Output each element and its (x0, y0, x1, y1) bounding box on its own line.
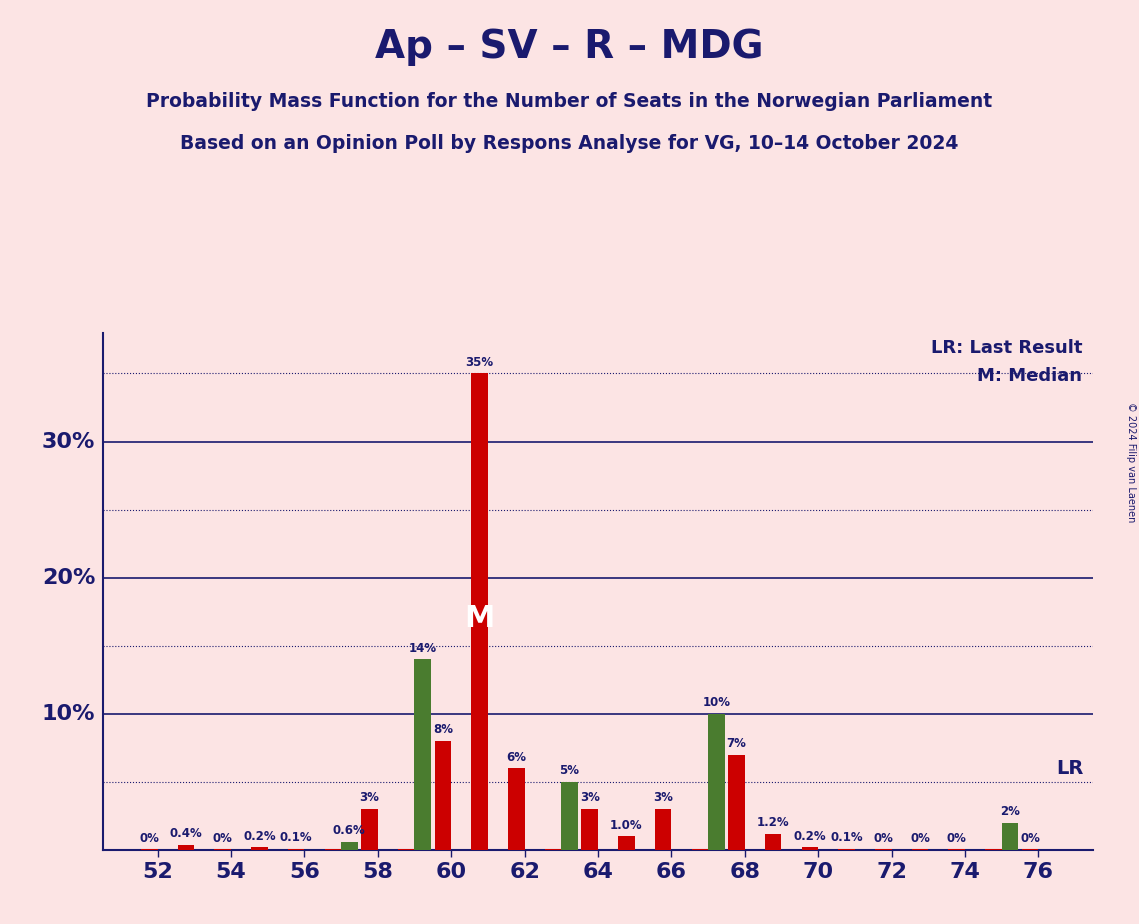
Text: 8%: 8% (433, 723, 453, 736)
Bar (415, 660, 431, 850)
Text: LR: LR (1057, 759, 1084, 778)
Text: Probability Mass Function for the Number of Seats in the Norwegian Parliament: Probability Mass Function for the Number… (147, 92, 992, 112)
Text: 0%: 0% (139, 833, 159, 845)
Bar (765, 833, 781, 850)
Text: 6%: 6% (507, 750, 526, 763)
Text: 0.6%: 0.6% (333, 824, 366, 837)
Bar (562, 782, 577, 850)
Bar (618, 836, 634, 850)
Bar (341, 842, 358, 850)
Text: 0%: 0% (874, 833, 893, 845)
Text: 0%: 0% (213, 833, 232, 845)
Bar (251, 847, 268, 850)
Text: 30%: 30% (42, 432, 96, 452)
Bar (581, 809, 598, 850)
Text: 0.2%: 0.2% (794, 830, 826, 843)
Bar (912, 849, 928, 850)
Text: 35%: 35% (466, 356, 493, 369)
Bar (508, 769, 525, 850)
Bar (691, 849, 708, 850)
Text: 0.1%: 0.1% (280, 831, 312, 844)
Bar (141, 849, 157, 850)
Text: 0%: 0% (1021, 833, 1040, 845)
Text: 3%: 3% (580, 792, 599, 805)
Bar (655, 809, 671, 850)
Bar (728, 755, 745, 850)
Text: Based on an Opinion Poll by Respons Analyse for VG, 10–14 October 2024: Based on an Opinion Poll by Respons Anal… (180, 134, 959, 153)
Text: 7%: 7% (727, 737, 746, 750)
Text: 1.0%: 1.0% (611, 819, 642, 832)
Text: 2%: 2% (1000, 805, 1019, 818)
Text: 3%: 3% (360, 792, 379, 805)
Text: M: M (465, 604, 494, 633)
Text: 1.2%: 1.2% (757, 816, 789, 829)
Text: 0.2%: 0.2% (243, 830, 276, 843)
Text: © 2024 Filip van Laenen: © 2024 Filip van Laenen (1126, 402, 1136, 522)
Text: 10%: 10% (703, 696, 730, 709)
Text: 0.4%: 0.4% (170, 827, 203, 840)
Bar (985, 849, 1001, 850)
Text: 0%: 0% (947, 833, 967, 845)
Bar (875, 849, 892, 850)
Bar (544, 849, 562, 850)
Bar (949, 849, 965, 850)
Bar (708, 714, 724, 850)
Bar (1022, 849, 1039, 850)
Text: 0%: 0% (910, 833, 929, 845)
Bar (361, 809, 378, 850)
Bar (472, 373, 487, 850)
Bar (1001, 823, 1018, 850)
Bar (214, 849, 231, 850)
Bar (325, 849, 341, 850)
Text: Ap – SV – R – MDG: Ap – SV – R – MDG (375, 28, 764, 66)
Text: 5%: 5% (559, 764, 580, 777)
Text: 14%: 14% (409, 641, 436, 655)
Text: 3%: 3% (653, 792, 673, 805)
Bar (435, 741, 451, 850)
Text: LR: Last Result: LR: Last Result (931, 339, 1082, 358)
Text: 10%: 10% (42, 704, 96, 723)
Bar (838, 849, 855, 850)
Bar (398, 849, 415, 850)
Text: 0.1%: 0.1% (830, 831, 863, 844)
Bar (178, 845, 195, 850)
Bar (802, 847, 818, 850)
Text: M: Median: M: Median (977, 367, 1082, 384)
Text: 20%: 20% (42, 567, 96, 588)
Bar (288, 849, 304, 850)
